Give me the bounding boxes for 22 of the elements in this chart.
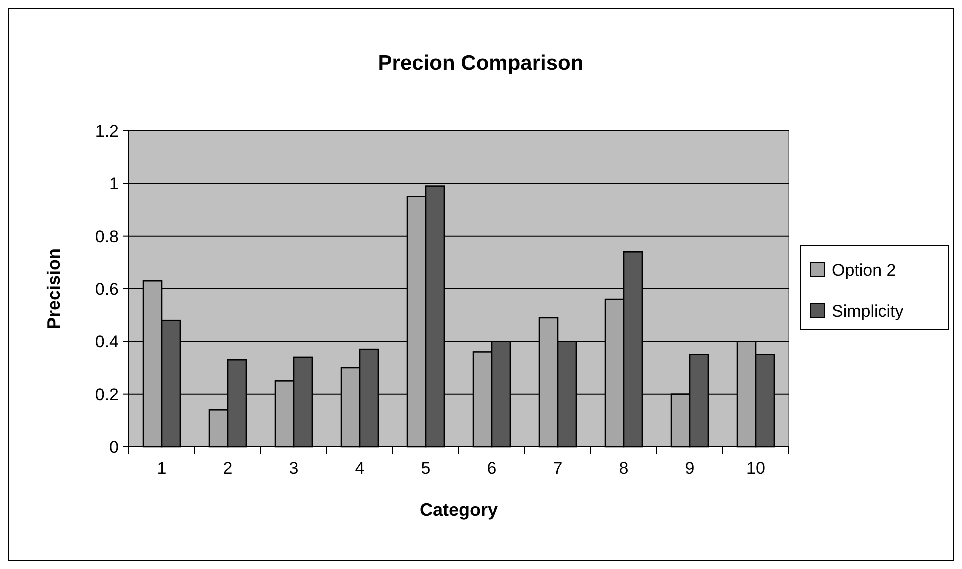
legend-label: Simplicity <box>832 302 904 321</box>
x-tick-label: 10 <box>746 459 766 478</box>
x-tick-label: 7 <box>553 459 563 478</box>
y-tick-label: 0.2 <box>95 385 119 404</box>
legend-label: Option 2 <box>832 260 896 280</box>
y-tick-label: 0.6 <box>95 280 119 299</box>
x-tick-label: 9 <box>685 459 695 478</box>
x-tick-label: 3 <box>289 459 299 478</box>
x-tick-label: 5 <box>421 459 431 478</box>
x-tick-label: 4 <box>355 459 365 478</box>
y-tick-label: 1.2 <box>95 122 119 141</box>
x-tick-label: 2 <box>223 459 233 478</box>
x-tick-label: 1 <box>157 459 167 478</box>
x-tick-label: 6 <box>487 459 497 478</box>
y-axis-title: Precision <box>44 248 64 330</box>
y-tick-label: 0.4 <box>95 332 119 352</box>
chart-title: Precion Comparison <box>378 52 584 75</box>
x-axis-title: Category <box>420 500 498 520</box>
y-tick-label: 0 <box>110 438 119 457</box>
x-tick-label: 8 <box>619 459 629 478</box>
y-tick-label: 1 <box>110 174 119 194</box>
y-tick-label: 0.8 <box>95 227 119 246</box>
